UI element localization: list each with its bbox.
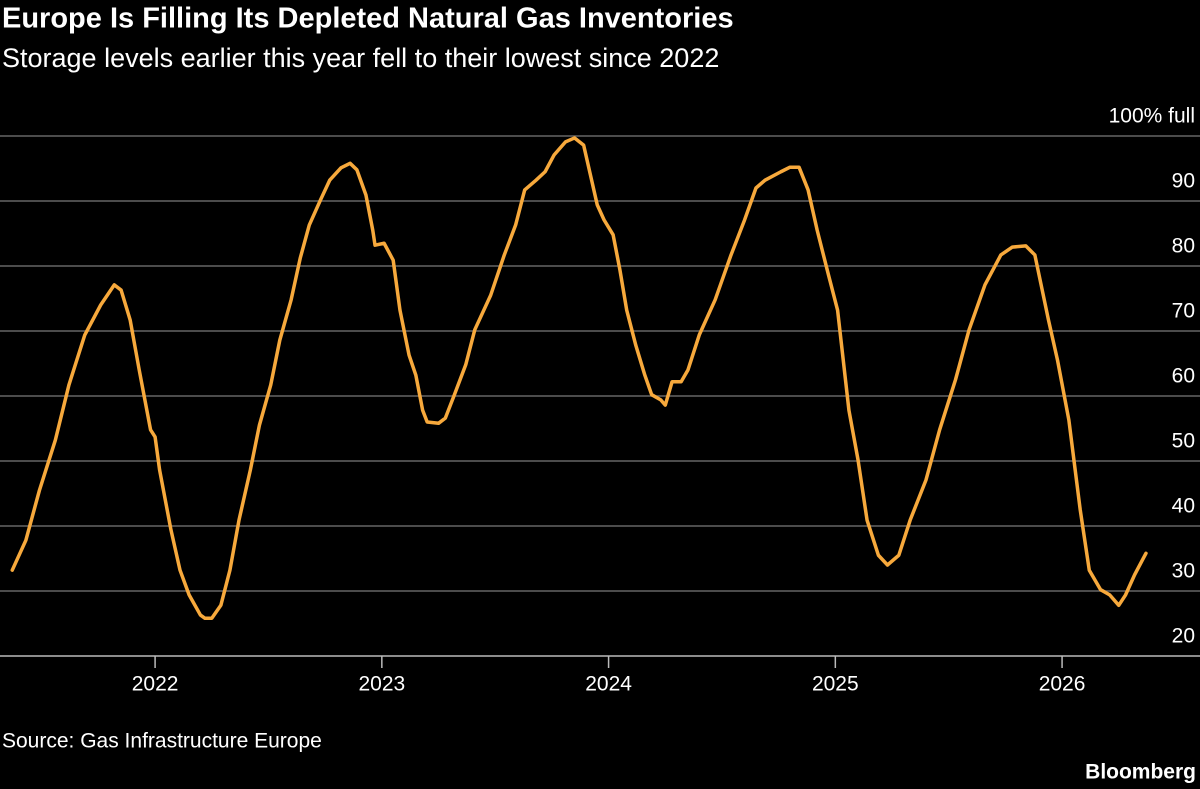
x-tick-label: 2022 bbox=[132, 673, 179, 696]
y-tick-label: 100% full bbox=[1109, 105, 1195, 128]
y-tick-label: 50 bbox=[1172, 430, 1195, 453]
y-tick-label: 90 bbox=[1172, 170, 1195, 193]
y-tick-label: 80 bbox=[1172, 235, 1195, 258]
y-tick-label: 40 bbox=[1172, 495, 1195, 518]
chart-title: Europe Is Filling Its Depleted Natural G… bbox=[2, 3, 734, 35]
y-tick-label: 70 bbox=[1172, 300, 1195, 323]
y-tick-label: 20 bbox=[1172, 625, 1195, 648]
x-tick-label: 2025 bbox=[812, 673, 859, 696]
chart-subtitle: Storage levels earlier this year fell to… bbox=[2, 43, 719, 73]
data-line bbox=[10, 136, 1148, 621]
brand: Bloomberg bbox=[1085, 761, 1196, 784]
x-tick-label: 2026 bbox=[1039, 673, 1086, 696]
source: Source: Gas Infrastructure Europe bbox=[2, 730, 322, 753]
y-tick-label: 30 bbox=[1172, 560, 1195, 583]
y-tick-label: 60 bbox=[1172, 365, 1195, 388]
x-tick-label: 2024 bbox=[585, 673, 632, 696]
x-tick-label: 2023 bbox=[358, 673, 405, 696]
